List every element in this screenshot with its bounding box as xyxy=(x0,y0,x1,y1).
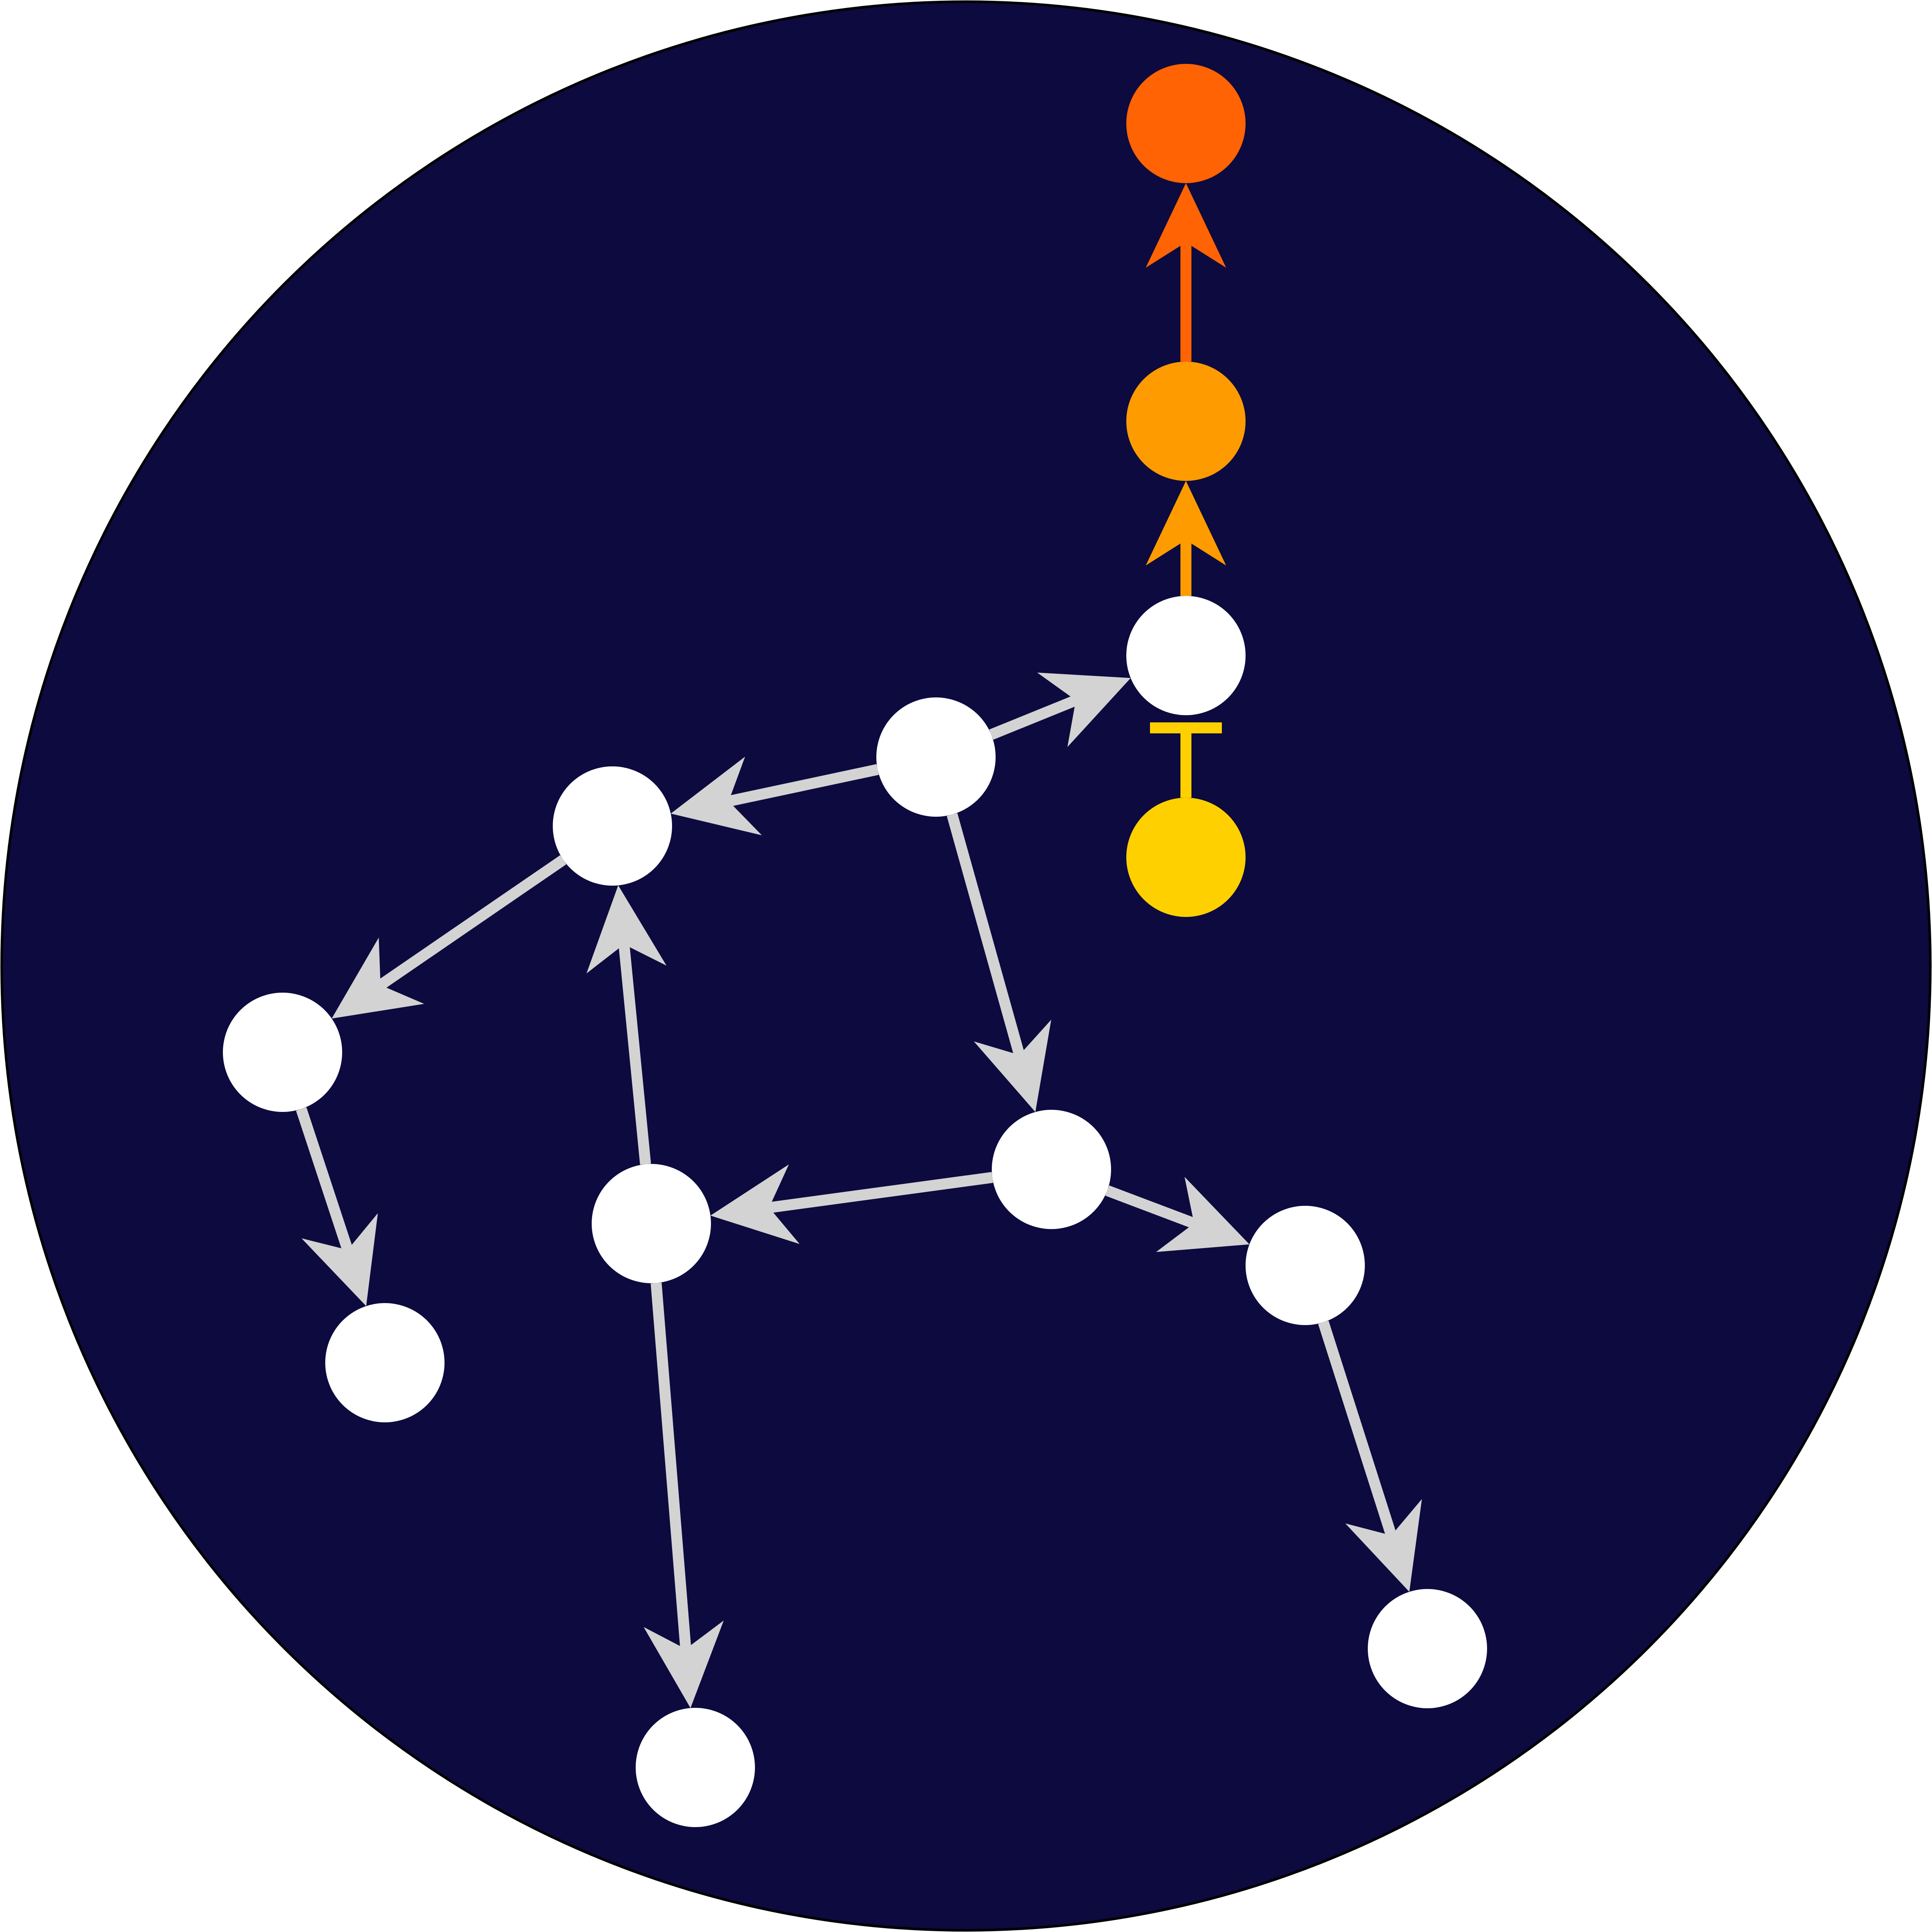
node-bottom-right xyxy=(1368,1589,1487,1708)
arrowhead xyxy=(302,1213,378,1306)
arrowhead xyxy=(974,1020,1051,1112)
node-left-upper xyxy=(553,766,672,886)
edge-mid-orange-to-top-red xyxy=(1146,183,1226,362)
arrowhead xyxy=(1156,1177,1250,1252)
arrowhead xyxy=(1345,1499,1422,1592)
node-hub xyxy=(876,697,996,817)
edge-line xyxy=(768,1172,993,1213)
node-mid-orange xyxy=(1126,362,1246,481)
edge-line xyxy=(296,1107,353,1252)
edge-line xyxy=(618,944,651,1165)
node-yellow xyxy=(1126,798,1246,917)
arrowhead xyxy=(1146,183,1226,268)
edge-line xyxy=(1318,1320,1397,1537)
edge-line xyxy=(1105,1185,1196,1229)
node-right-middle xyxy=(592,1164,711,1283)
arrowhead xyxy=(643,1620,724,1708)
node-bottom-center xyxy=(636,1708,755,1827)
edges-layer xyxy=(296,183,1422,1708)
edge-right-middle-to-left-upper xyxy=(586,885,667,1165)
edge-line xyxy=(947,813,1025,1057)
nodes-layer xyxy=(223,64,1487,1827)
arrowhead xyxy=(1037,672,1131,747)
node-right-lower xyxy=(1246,1206,1365,1325)
arrowhead xyxy=(332,937,424,1019)
edge-left-upper-to-far-left xyxy=(332,855,567,1019)
arrowhead xyxy=(710,1164,800,1244)
arrowhead xyxy=(1146,481,1226,565)
edge-center-lower-to-right-lower xyxy=(1105,1177,1250,1252)
node-upper-right-white xyxy=(1126,596,1246,715)
arrowhead xyxy=(670,757,762,835)
edge-right-middle-to-bottom-center xyxy=(643,1282,724,1708)
edge-line xyxy=(727,764,879,807)
edge-center-lower-to-right-middle xyxy=(710,1164,993,1244)
edge-upper-right-white-to-mid-orange xyxy=(1146,481,1226,596)
edge-far-left-to-bottom-left xyxy=(296,1107,378,1306)
edge-hub-to-upper-right-white xyxy=(989,672,1131,747)
edge-hub-to-left-upper xyxy=(670,757,879,835)
edge-line xyxy=(377,855,567,990)
edge-line xyxy=(989,695,1078,740)
edge-yellow-to-upper-right-white xyxy=(1150,722,1222,798)
edge-right-lower-to-bottom-right xyxy=(1318,1320,1422,1592)
node-center-lower xyxy=(992,1110,1111,1229)
edge-hub-to-center-lower xyxy=(947,813,1051,1112)
edge-line xyxy=(650,1282,692,1649)
node-top-red xyxy=(1126,64,1246,183)
node-far-left xyxy=(223,993,342,1112)
node-bottom-left xyxy=(325,1303,445,1422)
arrowhead xyxy=(586,885,667,974)
